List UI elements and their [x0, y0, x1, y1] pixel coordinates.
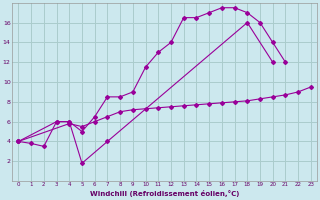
- X-axis label: Windchill (Refroidissement éolien,°C): Windchill (Refroidissement éolien,°C): [90, 190, 239, 197]
